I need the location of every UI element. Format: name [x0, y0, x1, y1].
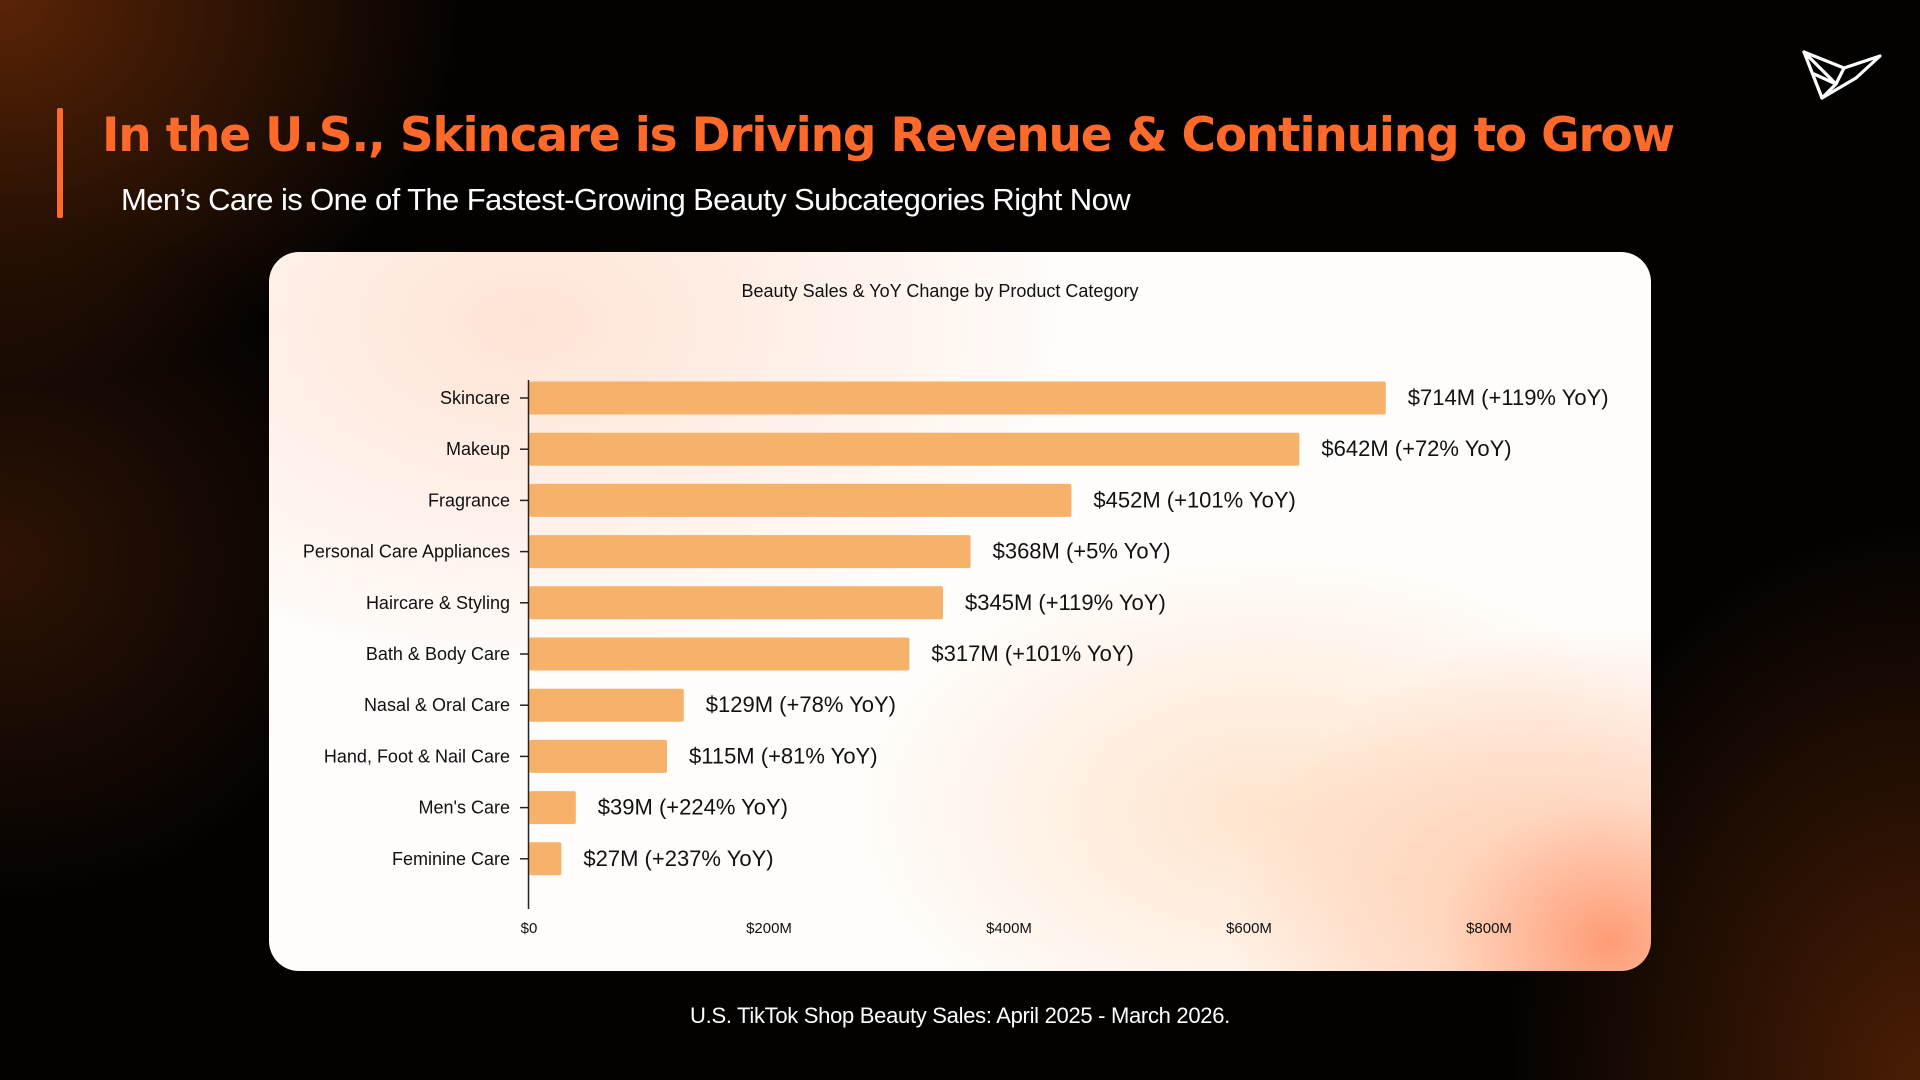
bar-2	[529, 483, 1072, 517]
bar-5	[529, 637, 910, 671]
x-tick-label: $600M	[1226, 920, 1272, 937]
category-label: Personal Care Appliances	[303, 542, 510, 562]
paper-bird-logo-icon	[1802, 50, 1882, 100]
category-label: Men's Care	[419, 798, 510, 818]
chart-card: Beauty Sales & YoY Change by Product Cat…	[269, 252, 1651, 971]
title-accent-bar	[57, 108, 63, 218]
bar-7	[529, 739, 667, 773]
category-label: Nasal & Oral Care	[364, 695, 510, 715]
category-label: Haircare & Styling	[366, 593, 510, 613]
bar-4	[529, 586, 943, 620]
slide-subtitle: Men’s Care is One of The Fastest-Growing…	[121, 182, 1131, 217]
data-label: $714M (+119% YoY)	[1408, 385, 1609, 410]
category-label: Fragrance	[428, 490, 510, 510]
category-label: Skincare	[440, 388, 510, 408]
data-label: $39M (+224% YoY)	[598, 795, 788, 820]
data-label: $452M (+101% YoY)	[1093, 487, 1295, 512]
bar-0	[529, 381, 1386, 415]
data-label: $345M (+119% YoY)	[965, 590, 1166, 615]
data-label: $317M (+101% YoY)	[931, 641, 1133, 666]
x-tick-label: $400M	[986, 920, 1032, 937]
bar-3	[529, 535, 971, 569]
data-label: $368M (+5% YoY)	[993, 539, 1171, 564]
data-label: $642M (+72% YoY)	[1321, 436, 1511, 461]
bar-9	[529, 842, 562, 876]
bar-chart: Beauty Sales & YoY Change by Product Cat…	[303, 281, 1609, 937]
x-tick-label: $0	[521, 920, 538, 937]
bar-1	[529, 432, 1300, 466]
chart-title: Beauty Sales & YoY Change by Product Cat…	[742, 281, 1139, 301]
category-label: Makeup	[446, 439, 510, 459]
data-label: $27M (+237% YoY)	[583, 846, 773, 871]
source-footnote: U.S. TikTok Shop Beauty Sales: April 202…	[690, 1003, 1230, 1028]
data-label: $129M (+78% YoY)	[706, 692, 896, 717]
bar-8	[529, 791, 576, 825]
category-label: Hand, Foot & Nail Care	[324, 746, 510, 766]
data-label: $115M (+81% YoY)	[689, 743, 878, 768]
category-label: Bath & Body Care	[366, 644, 510, 664]
bar-6	[529, 688, 684, 722]
x-tick-label: $800M	[1466, 920, 1512, 937]
x-tick-label: $200M	[746, 920, 792, 937]
category-label: Feminine Care	[392, 849, 510, 869]
slide-title: In the U.S., Skincare is Driving Revenue…	[102, 108, 1675, 163]
